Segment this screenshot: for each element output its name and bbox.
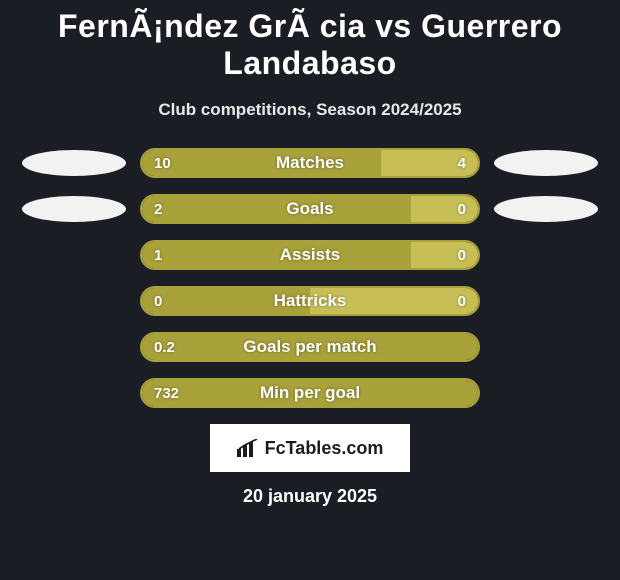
stat-bar-left (142, 196, 411, 222)
player-avatar-right (494, 150, 598, 176)
date-label: 20 january 2025 (0, 486, 620, 507)
stat-bar-left (142, 150, 381, 176)
comparison-panel: FernÃ¡ndez GrÃ cia vs Guerrero Landabaso… (0, 0, 620, 507)
avatar-slot-left (22, 196, 126, 222)
stat-row: 0.2Goals per match (0, 332, 620, 362)
stat-row: 732Min per goal (0, 378, 620, 408)
stat-row: 20Goals (0, 194, 620, 224)
stat-bar-left (142, 334, 478, 360)
player-avatar-left (22, 196, 126, 222)
stat-bar: 00Hattricks (140, 286, 480, 316)
stat-bar-right (310, 288, 478, 314)
stat-row: 104Matches (0, 148, 620, 178)
logo-chart-icon (237, 439, 259, 457)
avatar-slot-right (494, 196, 598, 222)
stat-bar: 20Goals (140, 194, 480, 224)
player-avatar-left (22, 150, 126, 176)
stat-bar: 104Matches (140, 148, 480, 178)
stat-bar-right (411, 242, 478, 268)
page-title: FernÃ¡ndez GrÃ cia vs Guerrero Landabaso (0, 8, 620, 82)
subtitle: Club competitions, Season 2024/2025 (0, 100, 620, 120)
fctables-logo[interactable]: FcTables.com (210, 424, 410, 472)
stat-rows: 104Matches 20Goals 10Assists 00Hattricks 0.2… (0, 148, 620, 408)
stat-bar-left (142, 380, 478, 406)
stat-row: 00Hattricks (0, 286, 620, 316)
stat-bar-left (142, 288, 310, 314)
avatar-slot-right (494, 150, 598, 176)
player-avatar-right (494, 196, 598, 222)
stat-bar: 732Min per goal (140, 378, 480, 408)
avatar-slot-left (22, 150, 126, 176)
stat-bar: 0.2Goals per match (140, 332, 480, 362)
stat-bar: 10Assists (140, 240, 480, 270)
stat-bar-left (142, 242, 411, 268)
stat-bar-right (381, 150, 478, 176)
stat-row: 10Assists (0, 240, 620, 270)
logo-text: FcTables.com (265, 438, 384, 459)
stat-bar-right (411, 196, 478, 222)
